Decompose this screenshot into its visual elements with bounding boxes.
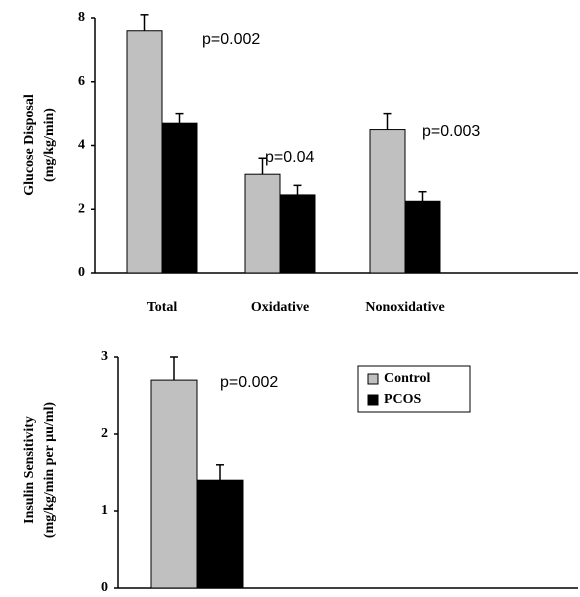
y-tick-label: 4 xyxy=(78,138,85,153)
y-tick-label: 1 xyxy=(101,503,108,518)
annotation: p=0.003 xyxy=(422,123,480,140)
bar xyxy=(126,30,163,274)
legend-swatch xyxy=(367,394,379,406)
error-bar xyxy=(175,112,184,124)
error-bar xyxy=(418,190,427,202)
annotation: p=0.04 xyxy=(265,149,314,166)
y-axis-label: Insulin Sensitivity xyxy=(22,416,37,524)
bar xyxy=(150,379,198,589)
y-tick-label: 6 xyxy=(78,74,85,89)
y-axis-label: (mg/kg/min) xyxy=(42,108,57,182)
y-tick-label: 2 xyxy=(101,426,108,441)
error-bar xyxy=(170,356,178,381)
error-bar xyxy=(216,464,224,481)
y-tick-label: 2 xyxy=(78,201,85,216)
error-bar xyxy=(383,112,392,130)
legend-label: Control xyxy=(384,371,431,386)
x-tick-label: Oxidative xyxy=(251,300,309,315)
bar xyxy=(244,173,281,274)
bar xyxy=(196,479,244,589)
y-tick-label: 8 xyxy=(78,10,85,25)
x-tick-label: Nonoxidative xyxy=(365,300,444,315)
error-bar xyxy=(140,14,149,31)
x-tick-label: Total xyxy=(147,300,178,315)
legend-swatch xyxy=(367,373,379,385)
y-tick-label: 0 xyxy=(101,580,108,595)
annotation: p=0.002 xyxy=(202,31,260,48)
y-tick-label: 3 xyxy=(101,349,108,364)
bar xyxy=(369,129,406,274)
error-bar xyxy=(293,184,302,195)
y-axis-label: (mg/kg/min per µu/ml) xyxy=(42,402,57,538)
bar xyxy=(161,122,198,274)
annotation: p=0.002 xyxy=(220,374,278,391)
bar xyxy=(404,200,441,274)
y-tick-label: 0 xyxy=(78,265,85,280)
y-axis-label: Glucose Disposal xyxy=(22,94,37,196)
bar xyxy=(279,194,316,274)
legend-label: PCOS xyxy=(384,392,422,407)
error-bar xyxy=(258,157,267,175)
